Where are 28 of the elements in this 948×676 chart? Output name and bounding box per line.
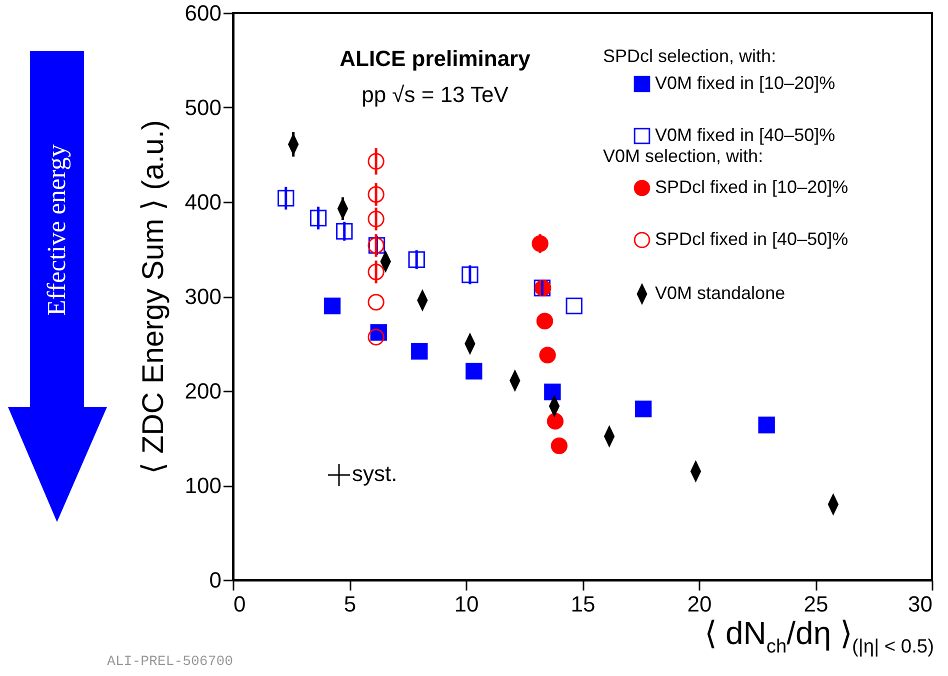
annotation: SPDcl selection, with:	[603, 46, 776, 67]
legend-label: SPDcl fixed in [40–50]%	[655, 229, 848, 249]
annotation: V0M selection, with:	[603, 146, 764, 167]
legend-label: V0M fixed in [10–20]%	[655, 73, 836, 93]
text: Effective energy	[42, 144, 72, 316]
legend-label: V0M fixed in [40–50]%	[655, 125, 836, 145]
y-tick-label: 600	[184, 0, 222, 26]
x-tick-label: 5	[344, 592, 356, 616]
x-tick-label: 0	[234, 592, 246, 616]
x-tick-label: 30	[908, 592, 932, 616]
text: ALI-PREL-506700	[107, 654, 234, 670]
y-tick-label: 400	[184, 190, 222, 214]
y-tick-label: 200	[184, 378, 222, 404]
annotation: pp √s = 13 TeV	[362, 82, 508, 108]
legend-label: SPDcl fixed in [10–20]%	[655, 177, 848, 197]
y-tick-label: 100	[184, 473, 222, 498]
x-tick-label: 15	[570, 592, 596, 616]
x-tick-label: 20	[687, 592, 712, 616]
annotation: ALICE preliminary	[340, 46, 530, 72]
x-tick-label: 25	[804, 592, 828, 616]
annotation: syst.	[352, 461, 398, 487]
y-tick-label: 500	[184, 95, 222, 120]
x-tick-label: 10	[454, 592, 479, 616]
y-tick-label: 0	[209, 568, 222, 592]
y-axis-title: ⟨ ZDC Energy Sum ⟩ (a.u.)	[136, 120, 170, 474]
y-tick-label: 300	[184, 284, 222, 309]
x-axis-title: ⟨ dN$_{ch}$/dη ⟩$_{(|η| < 0.5)}$	[704, 615, 934, 658]
legend-label: V0M standalone	[655, 283, 786, 303]
